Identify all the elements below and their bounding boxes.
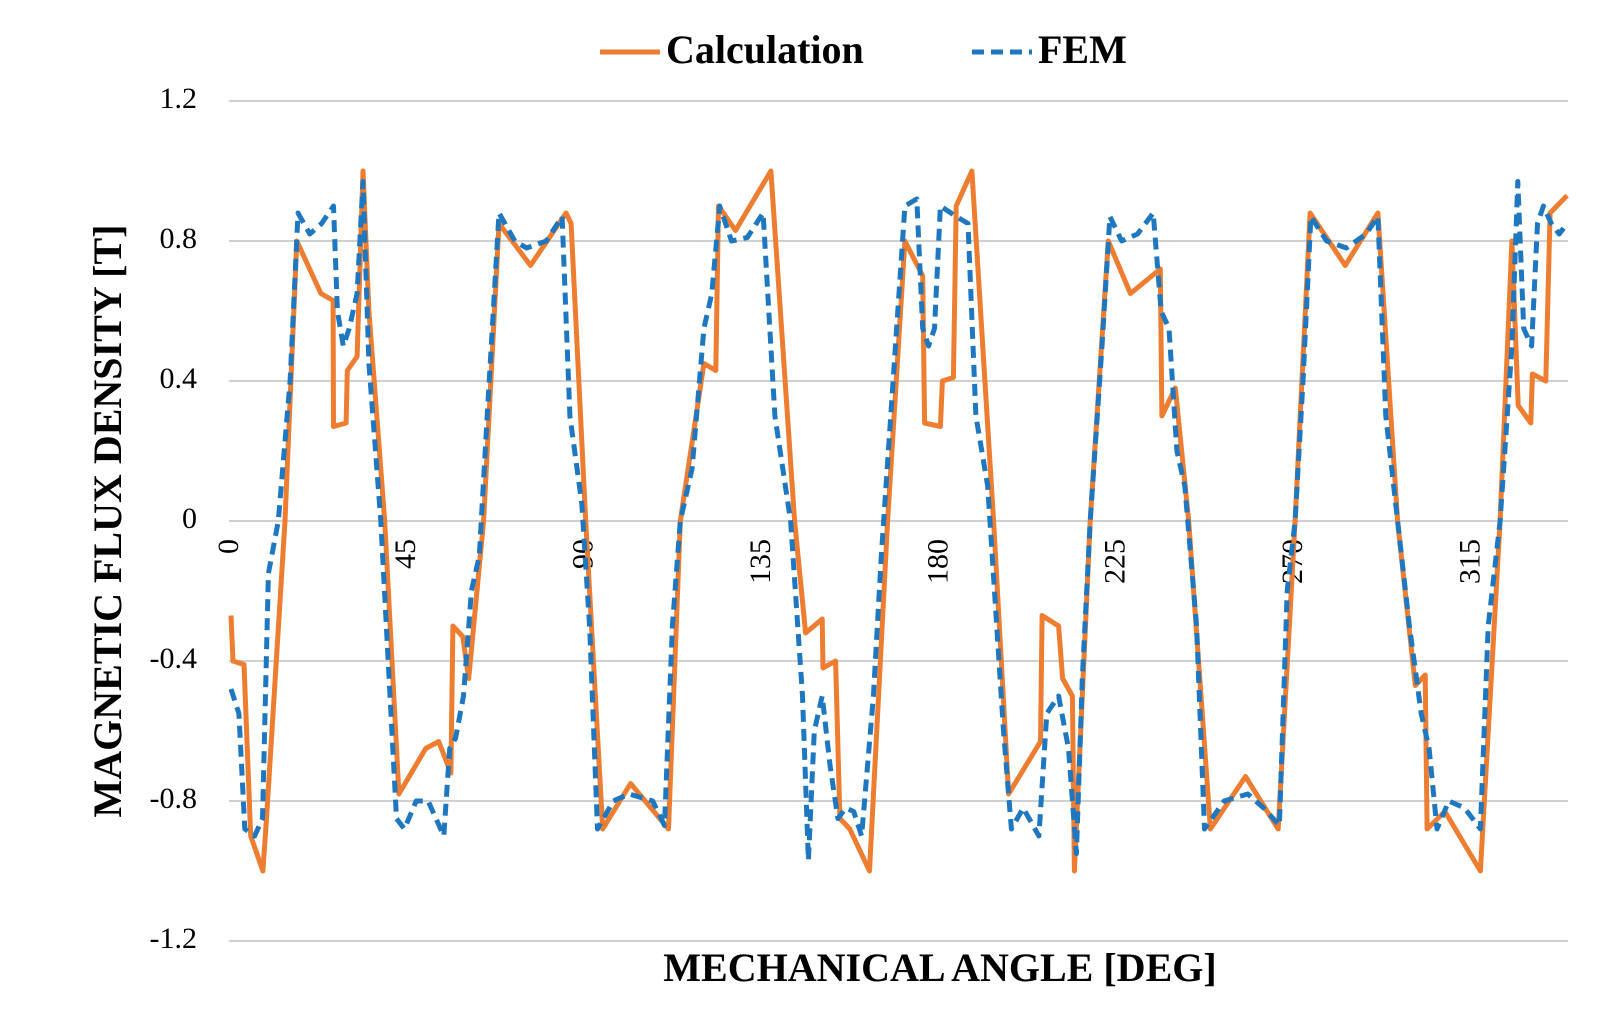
legend-label: Calculation bbox=[666, 27, 864, 72]
x-tick-label: 0 bbox=[212, 539, 245, 554]
x-tick-label: 225 bbox=[1099, 539, 1132, 584]
y-tick-label: 1.2 bbox=[160, 82, 198, 115]
series-line bbox=[228, 168, 1569, 874]
series-line bbox=[228, 179, 1570, 863]
y-tick-label: -1.2 bbox=[150, 922, 198, 955]
y-tick-label: 0 bbox=[182, 502, 197, 535]
y-axis-title: MAGNETIC FLUX DENSITY [T] bbox=[85, 224, 130, 817]
y-tick-label: -0.4 bbox=[150, 642, 198, 675]
x-tick-label: 180 bbox=[921, 539, 954, 584]
x-tick-label: 135 bbox=[744, 539, 777, 584]
x-tick-label: 315 bbox=[1453, 539, 1486, 584]
x-tick-label: 45 bbox=[389, 539, 422, 569]
legend-label: FEM bbox=[1038, 27, 1127, 72]
y-tick-label: 0.8 bbox=[160, 222, 198, 255]
y-tick-label: 0.4 bbox=[160, 362, 198, 395]
x-axis-title: MECHANICAL ANGLE [DEG] bbox=[663, 945, 1216, 990]
y-tick-label: -0.8 bbox=[150, 782, 198, 815]
